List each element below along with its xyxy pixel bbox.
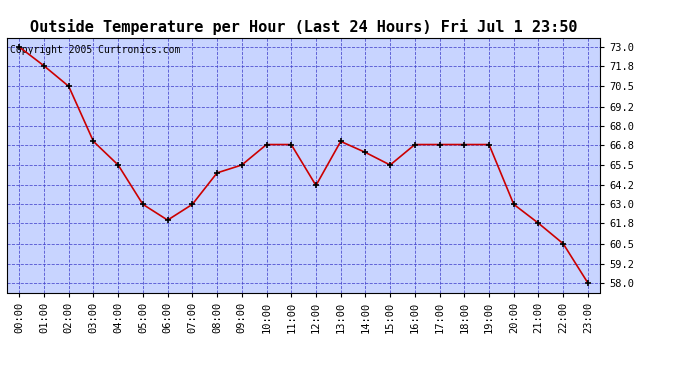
Title: Outside Temperature per Hour (Last 24 Hours) Fri Jul 1 23:50: Outside Temperature per Hour (Last 24 Ho… — [30, 19, 578, 35]
Text: Copyright 2005 Curtronics.com: Copyright 2005 Curtronics.com — [10, 45, 180, 55]
